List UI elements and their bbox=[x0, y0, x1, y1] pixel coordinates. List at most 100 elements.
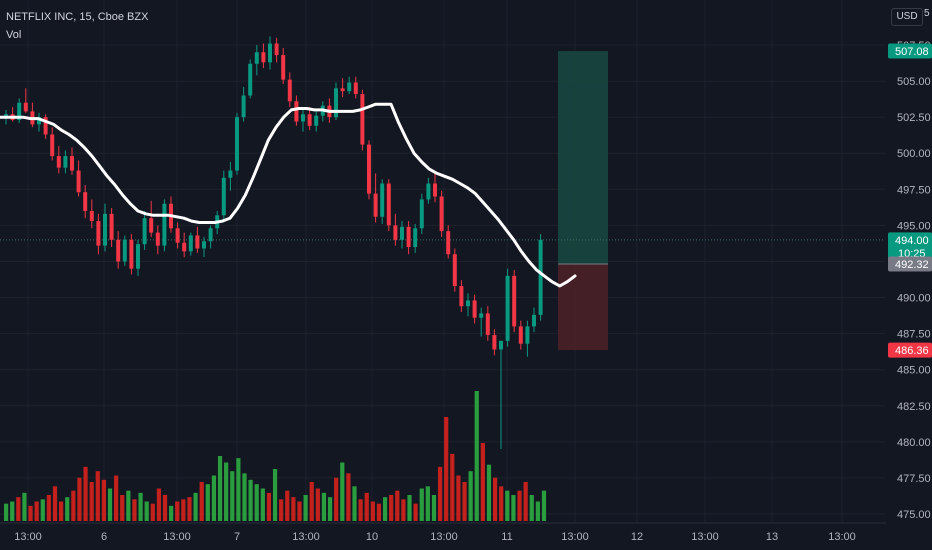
price-tick-label: 500.00 bbox=[897, 148, 931, 160]
candle-body bbox=[452, 254, 457, 286]
candle bbox=[261, 43, 266, 69]
volume-bar bbox=[486, 464, 492, 521]
candle bbox=[472, 294, 477, 324]
price-tick-label: 475.00 bbox=[897, 509, 931, 521]
candle bbox=[380, 179, 385, 224]
volume-bar bbox=[431, 495, 437, 521]
candle bbox=[499, 340, 503, 450]
volume-bar bbox=[315, 488, 320, 521]
candle-body bbox=[406, 226, 411, 248]
volume-bar bbox=[83, 466, 88, 521]
volume-bar bbox=[321, 492, 327, 521]
price-axis-background bbox=[886, 0, 932, 550]
candle bbox=[228, 161, 233, 191]
stop-price-tag-label: 486.36 bbox=[895, 345, 929, 357]
price-tick-label: 482.50 bbox=[897, 401, 931, 413]
candle-body bbox=[221, 177, 226, 216]
candle bbox=[439, 190, 444, 237]
price-tick-label: 505.00 bbox=[897, 76, 931, 88]
candle-body bbox=[248, 63, 253, 96]
candle bbox=[103, 203, 107, 252]
candle bbox=[485, 306, 490, 341]
symbol-title[interactable]: NETFLIX INC, 15, Cboe BZX bbox=[6, 11, 149, 23]
volume-bar bbox=[169, 505, 174, 521]
volume-bar bbox=[162, 495, 168, 521]
candle bbox=[314, 111, 319, 132]
candle-body bbox=[17, 102, 22, 121]
candle-body bbox=[505, 275, 510, 341]
candle-body bbox=[525, 326, 530, 344]
volume-bar bbox=[358, 499, 363, 521]
candle bbox=[248, 59, 253, 99]
candle-body bbox=[228, 170, 233, 178]
volume-bar bbox=[101, 479, 106, 521]
candle-body bbox=[287, 79, 292, 102]
candle bbox=[136, 239, 140, 276]
volume-bar bbox=[352, 486, 357, 521]
candle bbox=[287, 72, 292, 108]
candle bbox=[70, 147, 74, 175]
volume-bar bbox=[77, 477, 82, 521]
candle bbox=[208, 225, 213, 249]
volume-bar bbox=[272, 469, 278, 521]
chart-grid bbox=[0, 0, 885, 522]
candle-body bbox=[50, 134, 55, 157]
candlestick-series bbox=[4, 36, 543, 450]
candle-body bbox=[472, 300, 477, 318]
volume-bar bbox=[413, 503, 418, 521]
candle-body bbox=[129, 239, 134, 269]
candle bbox=[241, 86, 246, 122]
candle-body bbox=[281, 55, 286, 80]
candle-body bbox=[446, 231, 451, 255]
volume-bar bbox=[46, 495, 51, 521]
volume-bar bbox=[138, 492, 143, 521]
candle-body bbox=[122, 239, 127, 262]
candle-body bbox=[347, 82, 352, 92]
volume-bar bbox=[107, 488, 113, 521]
volume-bar bbox=[187, 497, 192, 521]
candle bbox=[195, 226, 200, 253]
candle-body bbox=[76, 170, 81, 193]
currency-label[interactable]: USD bbox=[891, 8, 923, 26]
price-tick-label: 480.00 bbox=[897, 437, 931, 449]
volume-bar bbox=[523, 482, 528, 521]
candle-body bbox=[426, 183, 431, 200]
candle-body bbox=[492, 335, 497, 350]
candle-body bbox=[202, 241, 206, 249]
candle bbox=[155, 225, 160, 255]
time-tick-label: 12 bbox=[631, 531, 643, 543]
volume-bar bbox=[334, 477, 339, 521]
volume-bar bbox=[499, 486, 504, 521]
candle bbox=[122, 235, 127, 266]
time-tick-label: 13:00 bbox=[292, 531, 320, 543]
volume-bar bbox=[4, 503, 9, 521]
price-axis-top-label: 5 bbox=[924, 8, 930, 19]
volume-bar bbox=[450, 453, 455, 521]
candle-body bbox=[340, 88, 345, 92]
candle-body bbox=[37, 117, 41, 125]
candle-body bbox=[532, 314, 536, 327]
candle bbox=[96, 213, 101, 255]
profit-target-zone bbox=[558, 51, 608, 265]
volume-bar bbox=[205, 484, 210, 521]
candle bbox=[30, 102, 35, 128]
candle bbox=[17, 98, 22, 123]
candle-body bbox=[155, 232, 160, 246]
volume-indicator-label[interactable]: Vol bbox=[6, 29, 22, 41]
candle bbox=[76, 160, 81, 197]
candle bbox=[466, 293, 470, 317]
candle bbox=[89, 199, 94, 229]
time-tick-label: 13:00 bbox=[14, 531, 42, 543]
price-tick-label: 495.00 bbox=[897, 220, 931, 232]
price-tick-label: 485.00 bbox=[897, 365, 931, 377]
candle bbox=[221, 170, 226, 223]
volume-bar bbox=[230, 471, 235, 521]
volume-bar bbox=[395, 490, 400, 521]
volume-bar bbox=[211, 475, 217, 521]
candle bbox=[307, 107, 312, 131]
volume-bar bbox=[340, 462, 345, 521]
candle bbox=[340, 78, 345, 97]
volume-bar bbox=[156, 488, 162, 521]
